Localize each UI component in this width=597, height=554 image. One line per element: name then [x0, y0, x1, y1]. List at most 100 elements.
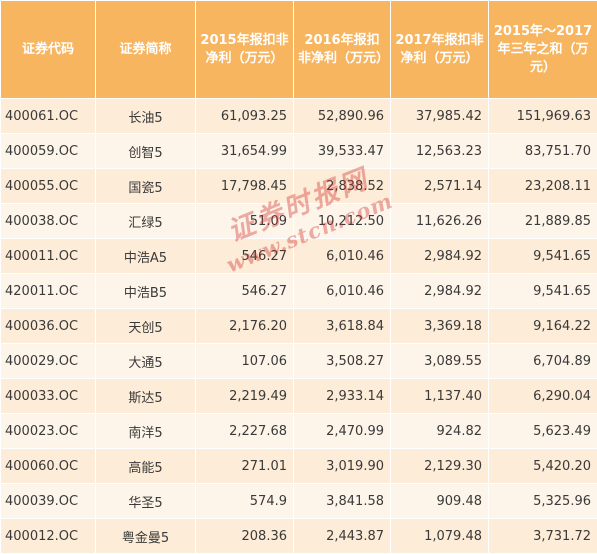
header-2017-profit: 2017年报扣非净利（万元） [391, 1, 489, 99]
cell-security-name: 天创5 [96, 309, 196, 344]
cell-2015-profit: 546.27 [196, 239, 294, 274]
header-security-code: 证券代码 [1, 1, 96, 99]
cell-2015-profit: 2,227.68 [196, 414, 294, 449]
cell-security-code: 400012.OC [1, 519, 96, 554]
cell-three-year-sum: 5,623.49 [489, 414, 597, 449]
cell-2017-profit: 909.48 [391, 484, 489, 519]
cell-three-year-sum: 6,704.89 [489, 344, 597, 379]
cell-security-name: 汇绿5 [96, 204, 196, 239]
cell-three-year-sum: 3,731.72 [489, 519, 597, 554]
header-security-name: 证券简称 [96, 1, 196, 99]
cell-2017-profit: 1,079.48 [391, 519, 489, 554]
cell-security-code: 400061.OC [1, 99, 96, 134]
cell-security-code: 400029.OC [1, 344, 96, 379]
cell-2015-profit: 2,176.20 [196, 309, 294, 344]
cell-2015-profit: 17,798.45 [196, 169, 294, 204]
cell-2017-profit: 2,129.30 [391, 449, 489, 484]
cell-2017-profit: 11,626.26 [391, 204, 489, 239]
cell-2016-profit: 2,933.14 [294, 379, 391, 414]
cell-security-code: 420011.OC [1, 274, 96, 309]
cell-2016-profit: 2,470.99 [294, 414, 391, 449]
cell-2015-profit: 107.06 [196, 344, 294, 379]
cell-security-name: 长油5 [96, 99, 196, 134]
cell-security-code: 400033.OC [1, 379, 96, 414]
cell-security-name: 粤金曼5 [96, 519, 196, 554]
cell-2016-profit: 2,443.87 [294, 519, 391, 554]
cell-2017-profit: 37,985.42 [391, 99, 489, 134]
cell-2015-profit: 51.09 [196, 204, 294, 239]
header-2016-profit: 2016年报扣非净利（万元） [294, 1, 391, 99]
cell-security-name: 创智5 [96, 134, 196, 169]
cell-three-year-sum: 151,969.63 [489, 99, 597, 134]
cell-2015-profit: 31,654.99 [196, 134, 294, 169]
cell-2015-profit: 61,093.25 [196, 99, 294, 134]
cell-2016-profit: 3,019.90 [294, 449, 391, 484]
cell-security-name: 中浩A5 [96, 239, 196, 274]
cell-security-name: 国瓷5 [96, 169, 196, 204]
cell-security-name: 华圣5 [96, 484, 196, 519]
cell-security-name: 大通5 [96, 344, 196, 379]
cell-2016-profit: 52,890.96 [294, 99, 391, 134]
cell-2016-profit: 6,010.46 [294, 274, 391, 309]
cell-2016-profit: 6,010.46 [294, 239, 391, 274]
cell-2016-profit: 39,533.47 [294, 134, 391, 169]
cell-2017-profit: 2,571.14 [391, 169, 489, 204]
cell-2017-profit: 924.82 [391, 414, 489, 449]
cell-2016-profit: 3,841.58 [294, 484, 391, 519]
cell-security-code: 400036.OC [1, 309, 96, 344]
header-three-year-sum: 2015年～2017年三年之和（万元） [489, 1, 597, 99]
cell-2015-profit: 208.36 [196, 519, 294, 554]
header-row: 证券代码 证券简称 2015年报扣非净利（万元） 2016年报扣非净利（万元） … [1, 1, 597, 99]
cell-three-year-sum: 6,290.04 [489, 379, 597, 414]
cell-2015-profit: 2,219.49 [196, 379, 294, 414]
cell-security-code: 400038.OC [1, 204, 96, 239]
cell-three-year-sum: 9,541.65 [489, 239, 597, 274]
cell-three-year-sum: 9,164.22 [489, 309, 597, 344]
cell-three-year-sum: 23,208.11 [489, 169, 597, 204]
cell-2016-profit: 3,508.27 [294, 344, 391, 379]
cell-2017-profit: 2,984.92 [391, 274, 489, 309]
table-header: 证券代码 证券简称 2015年报扣非净利（万元） 2016年报扣非净利（万元） … [1, 1, 597, 99]
cell-2017-profit: 3,089.55 [391, 344, 489, 379]
cell-three-year-sum: 9,541.65 [489, 274, 597, 309]
cell-security-code: 400060.OC [1, 449, 96, 484]
cell-2015-profit: 271.01 [196, 449, 294, 484]
cell-2017-profit: 12,563.23 [391, 134, 489, 169]
cell-security-code: 400023.OC [1, 414, 96, 449]
cell-security-code: 400011.OC [1, 239, 96, 274]
cell-security-code: 400059.OC [1, 134, 96, 169]
cell-three-year-sum: 5,325.96 [489, 484, 597, 519]
cell-2016-profit: 10,212.50 [294, 204, 391, 239]
cell-2015-profit: 574.9 [196, 484, 294, 519]
cell-2017-profit: 3,369.18 [391, 309, 489, 344]
cell-security-name: 高能5 [96, 449, 196, 484]
cell-2015-profit: 546.27 [196, 274, 294, 309]
cell-2017-profit: 1,137.40 [391, 379, 489, 414]
cell-security-name: 中浩B5 [96, 274, 196, 309]
cell-2016-profit: 3,618.84 [294, 309, 391, 344]
cell-security-name: 斯达5 [96, 379, 196, 414]
cell-security-code: 400055.OC [1, 169, 96, 204]
cell-three-year-sum: 21,889.85 [489, 204, 597, 239]
header-2015-profit: 2015年报扣非净利（万元） [196, 1, 294, 99]
cell-2016-profit: 2,838.52 [294, 169, 391, 204]
cell-2017-profit: 2,984.92 [391, 239, 489, 274]
cell-three-year-sum: 83,751.70 [489, 134, 597, 169]
cell-three-year-sum: 5,420.20 [489, 449, 597, 484]
